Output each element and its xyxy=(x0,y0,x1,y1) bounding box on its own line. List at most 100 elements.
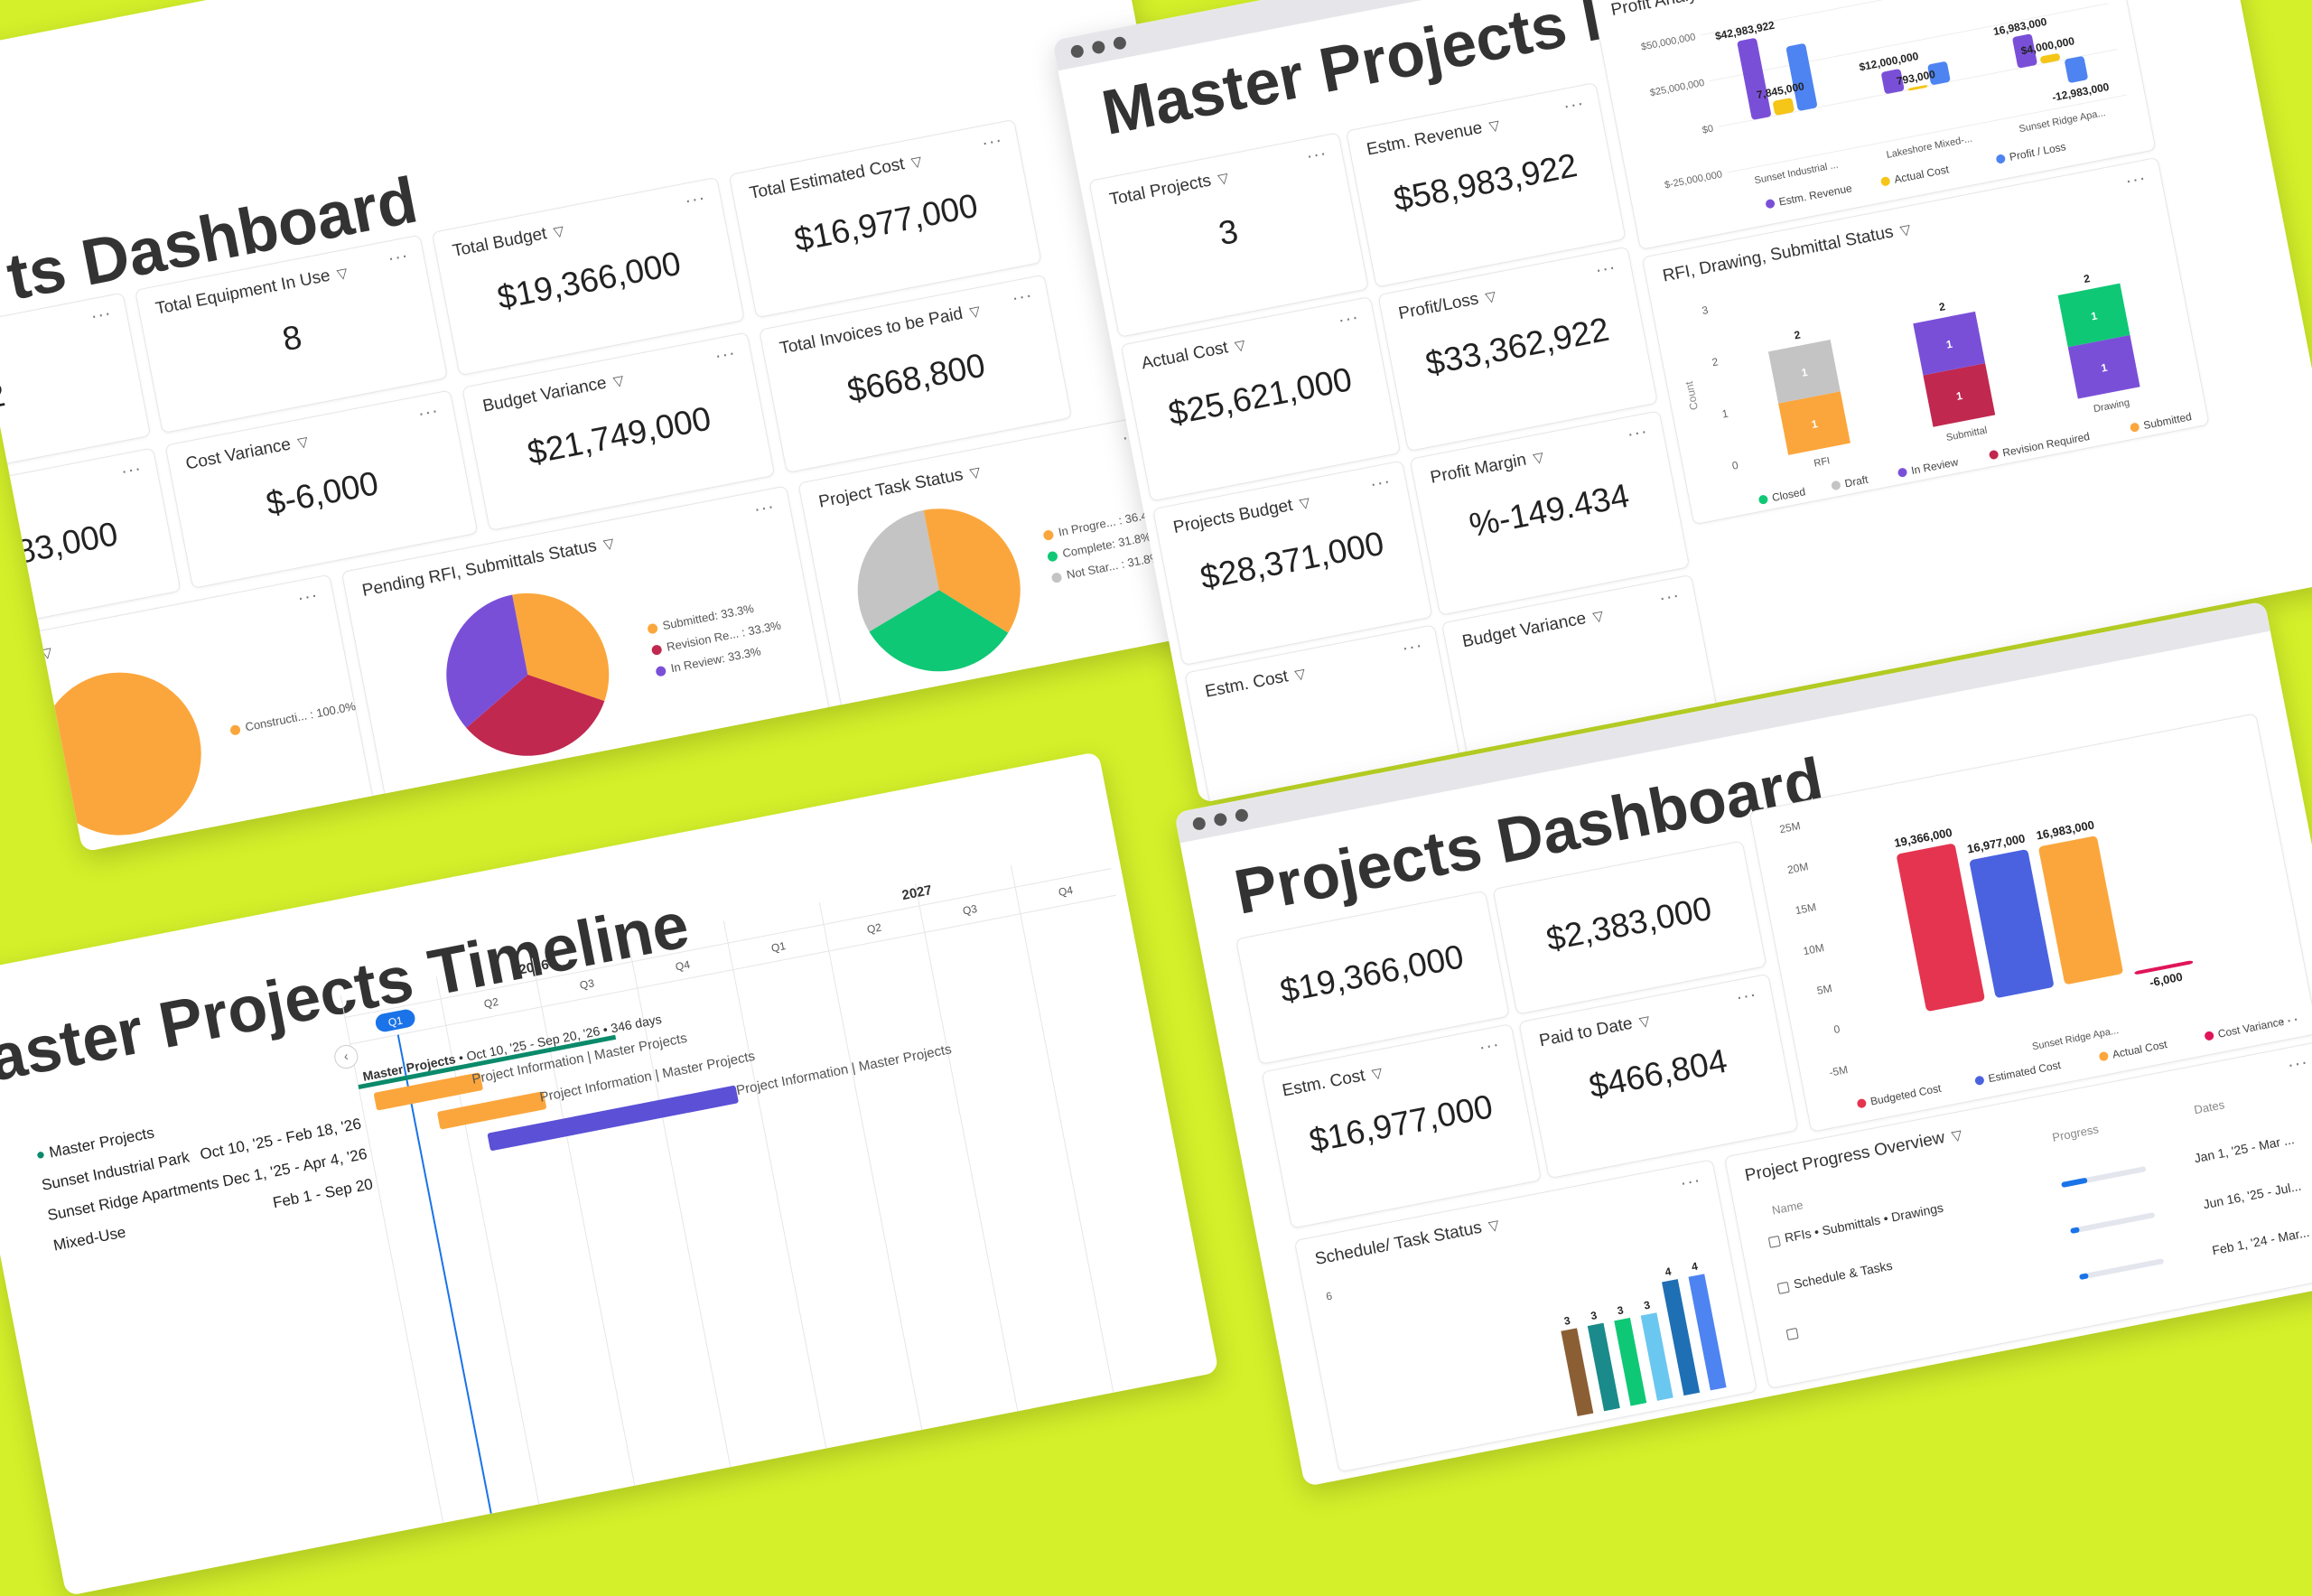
more-icon[interactable]: ··· xyxy=(1336,307,1361,331)
gridline xyxy=(1010,864,1114,1393)
row-name: Schedule & Tasks xyxy=(1792,1257,1894,1292)
column-header: Progress xyxy=(2051,1122,2100,1144)
bar-actual-cost xyxy=(1773,98,1795,116)
legend-swatch xyxy=(2205,1031,2214,1041)
progress-bar xyxy=(2070,1212,2156,1235)
more-icon[interactable]: ··· xyxy=(2285,1051,2310,1076)
more-icon[interactable]: ··· xyxy=(1400,635,1425,659)
profit-analysis-chart: $50,000,000 $25,000,000 $0 $-25,000,000 Suns… xyxy=(1640,0,2127,209)
axis-tick: 10M xyxy=(1802,941,1825,957)
legend-item: Profit / Loss xyxy=(2009,140,2067,163)
more-icon[interactable]: ··· xyxy=(1304,143,1329,167)
segment-label: 1 xyxy=(1800,366,1809,379)
pie-slice-submitted xyxy=(512,593,610,702)
axis-tick: -5M xyxy=(1828,1063,1849,1079)
legend-swatch xyxy=(1974,1076,1984,1086)
filter-icon[interactable]: ▽ xyxy=(1950,1127,1964,1145)
more-icon[interactable]: ··· xyxy=(1657,584,1682,609)
filter-icon[interactable]: ▽ xyxy=(1484,288,1497,306)
filter-icon[interactable]: ▽ xyxy=(1293,666,1307,684)
kpi-label: Budget Variance xyxy=(1460,609,1588,652)
more-icon[interactable]: ··· xyxy=(386,245,411,269)
quarter-label: Q4 xyxy=(1058,883,1075,899)
filter-icon[interactable]: ▽ xyxy=(1532,449,1545,467)
legend-item: Submitted xyxy=(2142,410,2193,432)
bar-estm-revenue xyxy=(2012,33,2037,69)
bar-cost-variance xyxy=(2134,960,2194,975)
legend-swatch xyxy=(1897,468,1907,478)
legend-swatch xyxy=(1766,199,1776,209)
filter-icon[interactable]: ▽ xyxy=(1233,337,1247,355)
x-tick-label: Drawing xyxy=(2093,397,2130,415)
kpi-label: Budget Variance xyxy=(480,373,609,416)
item-icon xyxy=(1776,1281,1790,1294)
kpi-card[interactable]: ··· 2 xyxy=(0,292,152,470)
more-icon[interactable]: ··· xyxy=(119,458,144,482)
filter-icon[interactable]: ▽ xyxy=(335,265,350,283)
bar-profit-loss xyxy=(1785,43,1817,111)
more-icon[interactable]: ··· xyxy=(1477,1034,1502,1059)
more-icon[interactable]: ··· xyxy=(89,303,114,327)
more-icon[interactable]: ··· xyxy=(713,342,738,367)
pie-card-task[interactable]: Project Task Status▽ ··· In Progre... : … xyxy=(797,414,1199,716)
more-icon[interactable]: ··· xyxy=(1368,471,1393,495)
segment-label: 1 xyxy=(1945,338,1954,351)
gantt-bar xyxy=(374,1072,483,1111)
stack-segment xyxy=(1923,363,1996,427)
filter-icon[interactable]: ▽ xyxy=(1591,608,1605,626)
more-icon[interactable]: ··· xyxy=(1010,285,1035,309)
quarter-label: Q4 xyxy=(675,958,692,974)
window-dot-icon xyxy=(1191,816,1207,832)
legend-swatch xyxy=(1880,176,1890,186)
filter-icon[interactable]: ▽ xyxy=(1298,495,1312,512)
kpi-label: Paid to Date xyxy=(1537,1013,1635,1051)
more-icon[interactable]: ··· xyxy=(1593,257,1618,281)
gantt-summary-bar xyxy=(358,1034,617,1090)
kpi-label: Actual Cost xyxy=(1140,338,1230,374)
filter-icon[interactable]: ▽ xyxy=(1370,1065,1384,1083)
progress-fill xyxy=(2070,1227,2080,1235)
data-label: 3 xyxy=(1590,1309,1599,1322)
pie-card-construction[interactable]: ▽ ··· Constructi... : 100.0% xyxy=(13,574,376,853)
more-icon[interactable]: ··· xyxy=(683,187,708,211)
x-tick-label: Sunset Ridge Apa... xyxy=(2031,1025,2120,1052)
legend-swatch xyxy=(2130,423,2140,433)
window-dot-icon xyxy=(1091,40,1106,55)
more-icon[interactable]: ··· xyxy=(1562,93,1587,117)
item-icon xyxy=(1767,1235,1781,1248)
filter-icon[interactable]: ▽ xyxy=(909,154,924,172)
filter-icon[interactable]: ▽ xyxy=(1637,1013,1652,1031)
filter-icon[interactable]: ▽ xyxy=(611,372,626,390)
filter-icon[interactable]: ▽ xyxy=(552,223,566,241)
kpi-label: Cost Variance xyxy=(183,434,293,474)
pie-chart xyxy=(38,672,201,835)
stack-segment xyxy=(1778,391,1851,455)
legend-item: Draft xyxy=(1843,473,1869,490)
quarter-label: Q3 xyxy=(962,902,979,918)
data-label: 16,983,000 xyxy=(1992,15,2048,38)
filter-icon[interactable]: ▽ xyxy=(1217,170,1230,188)
cost-bar-card[interactable]: ··· 25M 20M 15M 10M 5M 0 -5M 19,366,000 16,977,0… xyxy=(1748,713,2312,1133)
legend-item: Actual Cost xyxy=(1893,163,1951,186)
legend-item: In Review xyxy=(1910,455,1960,477)
more-icon[interactable]: ··· xyxy=(415,400,441,425)
legend-swatch xyxy=(1857,1098,1867,1108)
data-label: $42,983,922 xyxy=(1714,19,1776,43)
legend-item: Budgeted Cost xyxy=(1869,1082,1943,1108)
gridline xyxy=(350,894,1116,1045)
data-label: -12,983,000 xyxy=(2051,80,2111,104)
pie-card-rfi[interactable]: Pending RFI, Submittals Status ▽ ··· Subm… xyxy=(340,485,832,805)
filter-icon[interactable]: ▽ xyxy=(968,303,982,321)
filter-icon[interactable]: ▽ xyxy=(1487,117,1502,135)
profit-analysis-card[interactable]: Profit Analysis▽ $50,000,000$25,000,000$… xyxy=(1590,0,2157,251)
filter-icon[interactable]: ▽ xyxy=(296,434,310,452)
more-icon[interactable]: ··· xyxy=(1625,421,1650,445)
kpi-label: Profit/Loss xyxy=(1396,289,1480,324)
pie-slice-in-review xyxy=(446,594,528,728)
more-icon[interactable]: ··· xyxy=(1734,984,1759,1008)
more-icon[interactable]: ··· xyxy=(980,129,1005,154)
kpi-card[interactable]: ··· 983,000 xyxy=(0,447,182,625)
pie-chart xyxy=(857,509,1021,672)
window-dot-icon xyxy=(1213,812,1228,827)
